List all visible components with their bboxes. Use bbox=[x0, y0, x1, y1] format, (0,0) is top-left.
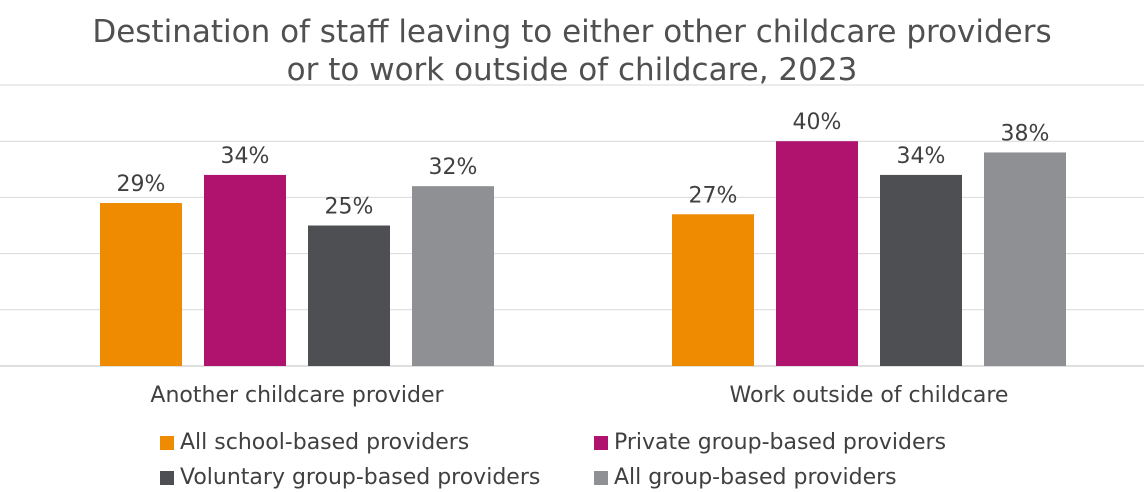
data-label: 34% bbox=[221, 144, 270, 169]
legend-item-1: Private group-based providers bbox=[594, 430, 946, 455]
data-label: 40% bbox=[793, 110, 842, 135]
legend-item-3: All group-based providers bbox=[594, 465, 897, 490]
legend-label-3: All group-based providers bbox=[614, 465, 897, 490]
legend-label-2: Voluntary group-based providers bbox=[180, 465, 541, 490]
data-label: 38% bbox=[1001, 121, 1050, 146]
legend-label-0: All school-based providers bbox=[180, 430, 470, 455]
legend-swatch-1 bbox=[594, 435, 608, 450]
legend-item-2: Voluntary group-based providers bbox=[160, 465, 540, 490]
legend-label-1: Private group-based providers bbox=[614, 430, 947, 455]
data-label: 29% bbox=[117, 172, 166, 197]
data-label: 34% bbox=[897, 144, 946, 169]
legend-item-0: All school-based providers bbox=[160, 430, 469, 455]
category-label: Work outside of childcare bbox=[730, 383, 1009, 408]
data-label: 32% bbox=[429, 155, 478, 180]
chart-title-line-1: Destination of staff leaving to either o… bbox=[92, 14, 1052, 50]
bar bbox=[308, 225, 390, 366]
bar bbox=[204, 174, 286, 366]
bar bbox=[880, 174, 962, 366]
bar bbox=[412, 186, 494, 366]
legend-swatch-2 bbox=[160, 470, 174, 485]
chart-title-line-2: or to work outside of childcare, 2023 bbox=[286, 52, 858, 88]
bar bbox=[100, 203, 182, 366]
legend-swatch-0 bbox=[160, 435, 174, 450]
bar bbox=[672, 214, 754, 366]
bar bbox=[776, 141, 858, 366]
bar bbox=[984, 152, 1066, 366]
legend-swatch-3 bbox=[594, 470, 608, 485]
data-label: 27% bbox=[689, 183, 738, 208]
category-label: Another childcare provider bbox=[150, 383, 444, 408]
data-label: 25% bbox=[325, 195, 374, 220]
